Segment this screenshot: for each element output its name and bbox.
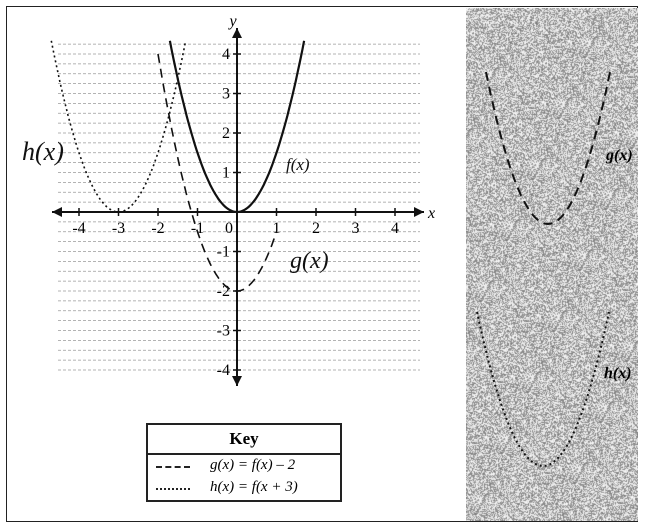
x-tick-label: 3 <box>352 220 360 237</box>
side-panel-g-label: g(x) <box>605 147 633 164</box>
side-panel-background <box>466 8 638 521</box>
legend-label-g: g(x) = f(x) – 2 <box>210 457 296 473</box>
x-axis-arrow-right <box>414 207 424 217</box>
y-tick-label: 3 <box>222 86 230 103</box>
legend-item-g: g(x) = f(x) – 2 <box>148 455 340 477</box>
series-line-gx <box>157 53 278 292</box>
annotation-f: f(x) <box>286 155 310 174</box>
y-axis-arrow-bottom <box>232 376 242 386</box>
y-axis-arrow-top <box>232 28 242 38</box>
y-tick-label: 2 <box>222 125 230 142</box>
x-tick-label: 1 <box>273 220 281 237</box>
x-axis-label: x <box>427 205 435 222</box>
series-line-fx <box>168 40 306 214</box>
legend-item-h: h(x) = f(x + 3) <box>148 477 340 499</box>
side-panel-g-curve <box>485 71 611 226</box>
x-tick-label: -1 <box>191 220 204 237</box>
y-axis-label: y <box>227 13 237 30</box>
y-tick-label: -4 <box>217 362 230 379</box>
annotation-g: g(x) <box>290 248 329 274</box>
x-tick-label: -4 <box>72 220 85 237</box>
x-tick-label: 0 <box>225 220 233 237</box>
y-tick-label: -3 <box>217 323 230 340</box>
legend-title: Key <box>148 425 340 455</box>
side-panel-h-label: h(x) <box>604 365 632 382</box>
x-tick-label: -3 <box>112 220 125 237</box>
legend-key: Key g(x) = f(x) – 2 h(x) = f(x + 3) <box>146 423 342 502</box>
legend-dashed-sample <box>156 466 190 468</box>
legend-label-h: h(x) = f(x + 3) <box>210 479 298 495</box>
x-tick-label: -2 <box>151 220 164 237</box>
side-panel-h-curve <box>476 311 610 468</box>
annotation-h: h(x) <box>22 137 64 166</box>
y-tick-label: -1 <box>217 244 230 261</box>
x-tick-label: 4 <box>391 220 399 237</box>
y-tick-label: 1 <box>222 165 230 182</box>
series-line-hx <box>50 40 187 213</box>
x-tick-label: 2 <box>312 220 320 237</box>
x-axis-arrow-left <box>52 207 62 217</box>
y-tick-label: 4 <box>222 46 230 63</box>
legend-dotted-sample <box>156 488 190 490</box>
